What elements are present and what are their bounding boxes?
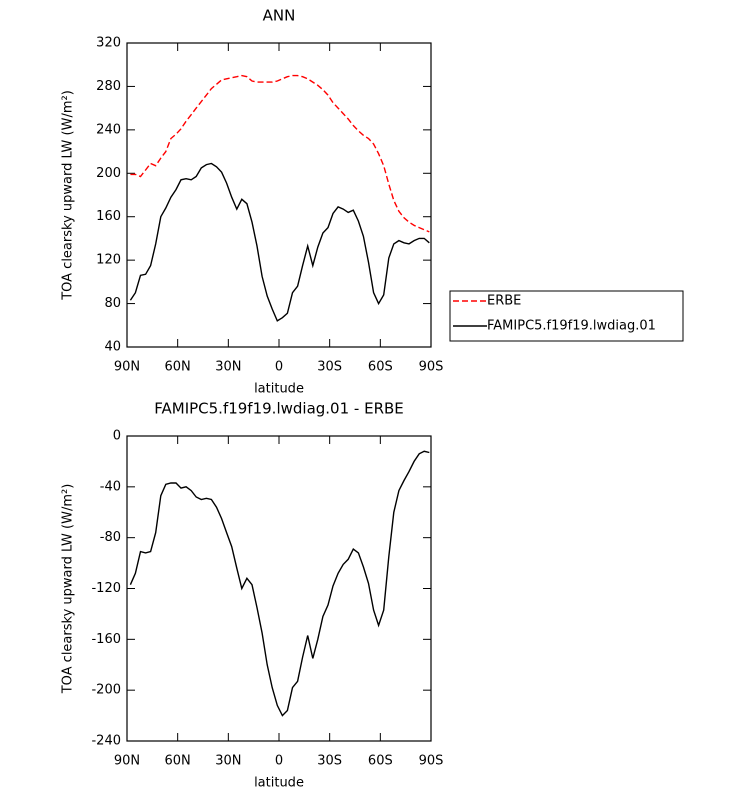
y-tick-label: 40: [104, 340, 121, 355]
y-tick-label: -120: [91, 581, 121, 596]
x-tick-label: 30S: [317, 754, 342, 769]
y-axis-label: TOA clearsky upward LW (W/m²): [61, 90, 76, 301]
legend-label: FAMIPC5.f19f19.lwdiag.01: [487, 319, 656, 334]
x-tick-label: 90S: [419, 360, 444, 375]
chart-title: ANN: [263, 7, 296, 25]
x-tick-label: 0: [275, 754, 283, 769]
legend-label: ERBE: [487, 294, 521, 309]
x-tick-label: 60N: [165, 754, 191, 769]
x-tick-label: 90S: [419, 754, 444, 769]
y-tick-label: 80: [104, 296, 121, 311]
data-line: [129, 162, 430, 322]
x-axis-label: latitude: [254, 776, 304, 791]
x-tick-label: 0: [275, 360, 283, 375]
x-tick-label: 60S: [368, 360, 393, 375]
x-tick-label: 30S: [317, 360, 342, 375]
x-axis-label: latitude: [254, 382, 304, 397]
y-tick-label: -200: [91, 683, 121, 698]
y-tick-label: 200: [96, 166, 121, 181]
y-tick-label: 280: [96, 79, 121, 94]
x-tick-label: 90N: [114, 360, 140, 375]
y-axis-label: TOA clearsky upward LW (W/m²): [61, 484, 76, 695]
chart-title: FAMIPC5.f19f19.lwdiag.01 - ERBE: [154, 400, 404, 418]
x-tick-label: 90N: [114, 754, 140, 769]
x-tick-label: 30N: [215, 754, 241, 769]
y-tick-label: 320: [96, 36, 121, 51]
legend-box: [449, 290, 684, 342]
y-tick-label: -80: [100, 530, 121, 545]
y-tick-label: 160: [96, 209, 121, 224]
y-tick-label: 240: [96, 122, 121, 137]
y-tick-label: 120: [96, 253, 121, 268]
x-tick-label: 60S: [368, 754, 393, 769]
y-tick-label: 0: [113, 429, 121, 444]
x-tick-label: 30N: [215, 360, 241, 375]
data-line: [130, 74, 430, 233]
x-tick-label: 60N: [165, 360, 191, 375]
y-tick-label: -160: [91, 632, 121, 647]
data-line: [129, 450, 430, 717]
y-tick-label: -40: [100, 479, 121, 494]
y-tick-label: -240: [91, 734, 121, 749]
